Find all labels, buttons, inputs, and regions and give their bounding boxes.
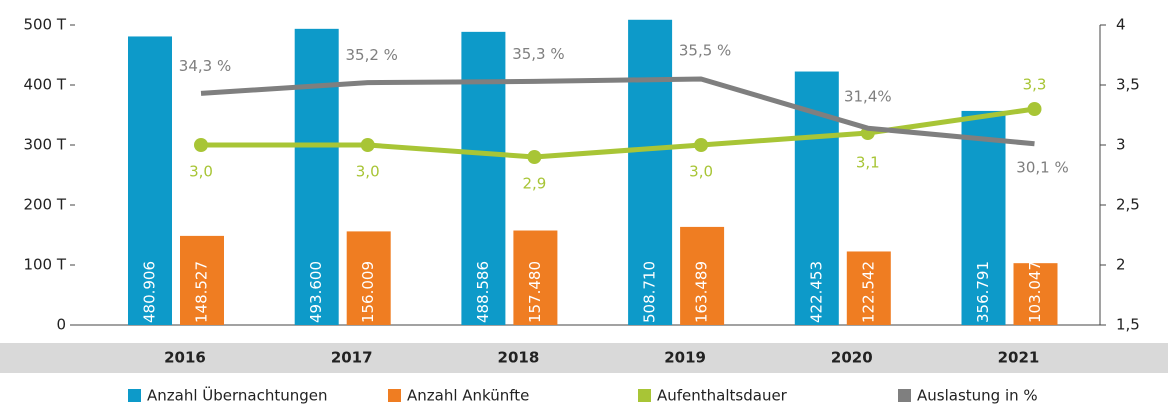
bar [294, 28, 339, 326]
bar [346, 231, 391, 325]
line-value-label: 30,1 % [1016, 158, 1068, 176]
bar [961, 110, 1006, 325]
x-tick-label: 2017 [331, 349, 373, 367]
line-value-label: 3,3 [1023, 76, 1047, 94]
bar-value-label: 148.527 [193, 261, 211, 323]
bar-value-label: 163.489 [693, 261, 711, 323]
legend-swatch [898, 389, 911, 402]
line [200, 76, 1035, 147]
legend-label: Aufenthaltsdauer [657, 387, 788, 405]
x-tick-label: 2020 [831, 349, 873, 367]
line-marker [694, 138, 709, 152]
line-value-label: 2,9 [522, 175, 546, 193]
bar-value-label: 508.710 [641, 261, 659, 323]
line-value-label: 3,1 [856, 154, 880, 172]
legend-swatch [638, 389, 651, 402]
bar [513, 230, 558, 325]
line-value-label: 3,0 [189, 163, 213, 181]
bar-value-label: 422.453 [807, 261, 825, 323]
legend-label: Anzahl Ankünfte [407, 387, 529, 405]
y-tick-label: 400 T [23, 76, 66, 94]
x-tick-label: 2018 [498, 349, 540, 367]
bar [1013, 263, 1058, 325]
line-marker [360, 138, 375, 152]
x-tick-label: 2016 [164, 349, 206, 367]
y2-tick-label: 3,5 [1116, 76, 1140, 94]
line-value-label: 3,0 [689, 163, 713, 181]
legend-swatch [388, 389, 401, 402]
legend-label: Anzahl Übernachtungen [147, 386, 328, 405]
bar [180, 235, 224, 325]
x-tick-label: 2021 [998, 349, 1040, 367]
legend-label: Auslastung in % [917, 387, 1038, 405]
bar-value-label: 356.791 [974, 261, 992, 323]
line-marker [527, 150, 542, 164]
bar-value-label: 480.906 [141, 261, 159, 323]
category-band [0, 343, 1168, 373]
bar [128, 36, 172, 326]
bar-value-label: 103.047 [1026, 261, 1044, 323]
y2-tick-label: 1,5 [1116, 316, 1140, 334]
bar-value-label: 157.480 [526, 261, 544, 323]
line-marker [1027, 102, 1042, 116]
line-marker [194, 138, 208, 152]
line-value-label: 3,0 [356, 163, 380, 181]
line-value-label: 35,3 % [512, 45, 564, 63]
y-tick-label: 300 T [23, 136, 66, 154]
bar [846, 251, 891, 325]
bar-value-label: 122.542 [859, 261, 877, 323]
line-value-label: 35,5 % [679, 42, 731, 60]
y-tick-label: 200 T [23, 196, 66, 214]
y-tick-label: 500 T [23, 16, 66, 34]
bar-value-label: 488.586 [474, 261, 492, 323]
bar [628, 19, 673, 326]
legend-swatch [128, 389, 141, 402]
bar-value-label: 156.009 [359, 261, 377, 323]
y-tick-label: 100 T [23, 256, 66, 274]
bar-value-label: 493.600 [307, 261, 325, 323]
y2-tick-label: 2 [1116, 256, 1126, 274]
line-value-label: 35,2 % [345, 46, 397, 64]
y2-tick-label: 3 [1116, 136, 1126, 154]
line-value-label: 34,3 % [179, 57, 231, 75]
bar [680, 226, 725, 325]
x-tick-label: 2019 [664, 349, 706, 367]
y2-tick-label: 4 [1116, 16, 1126, 34]
y2-tick-label: 2,5 [1116, 196, 1140, 214]
y-tick-label: 0 [56, 316, 66, 334]
line-value-label: 31,4% [844, 88, 892, 106]
